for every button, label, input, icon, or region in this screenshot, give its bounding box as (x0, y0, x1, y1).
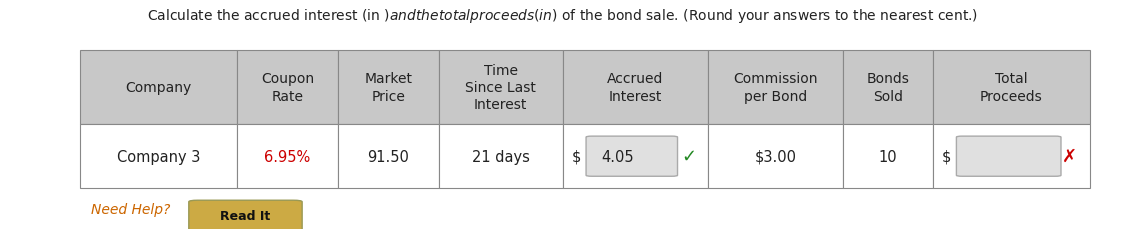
Text: Calculate the accrued interest (in $) and the total proceeds (in $) of the bond : Calculate the accrued interest (in $) an… (147, 7, 978, 25)
FancyBboxPatch shape (237, 51, 338, 125)
FancyBboxPatch shape (586, 136, 677, 177)
Text: $: $ (942, 149, 951, 164)
Text: 21 days: 21 days (471, 149, 530, 164)
FancyBboxPatch shape (562, 51, 709, 125)
Text: 4.05: 4.05 (601, 149, 633, 164)
FancyBboxPatch shape (843, 51, 933, 125)
FancyBboxPatch shape (80, 51, 237, 125)
Text: $: $ (572, 149, 580, 164)
FancyBboxPatch shape (843, 125, 933, 188)
Text: Time
Since Last
Interest: Time Since Last Interest (466, 63, 537, 112)
Text: Total
Proceeds: Total Proceeds (980, 72, 1043, 103)
Text: Market
Price: Market Price (364, 72, 413, 103)
FancyBboxPatch shape (80, 125, 237, 188)
Text: Need Help?: Need Help? (91, 202, 171, 216)
Text: Company: Company (125, 81, 191, 95)
Text: 91.50: 91.50 (368, 149, 410, 164)
FancyBboxPatch shape (338, 125, 439, 188)
FancyBboxPatch shape (709, 51, 843, 125)
FancyBboxPatch shape (189, 200, 303, 229)
Text: Accrued
Interest: Accrued Interest (608, 72, 664, 103)
FancyBboxPatch shape (933, 51, 1090, 125)
FancyBboxPatch shape (956, 136, 1061, 177)
FancyBboxPatch shape (439, 125, 562, 188)
Text: Read It: Read It (220, 209, 271, 222)
Text: Coupon
Rate: Coupon Rate (261, 72, 314, 103)
Text: Commission
per Bond: Commission per Bond (734, 72, 818, 103)
FancyBboxPatch shape (237, 125, 338, 188)
Text: ✗: ✗ (1062, 147, 1078, 166)
Text: Bonds
Sold: Bonds Sold (866, 72, 909, 103)
FancyBboxPatch shape (709, 125, 843, 188)
FancyBboxPatch shape (562, 125, 709, 188)
FancyBboxPatch shape (338, 51, 439, 125)
FancyBboxPatch shape (933, 125, 1090, 188)
Text: Company 3: Company 3 (117, 149, 200, 164)
Text: $3.00: $3.00 (755, 149, 796, 164)
Text: ✓: ✓ (681, 147, 696, 166)
FancyBboxPatch shape (439, 51, 562, 125)
Text: 10: 10 (879, 149, 898, 164)
Text: 6.95%: 6.95% (264, 149, 311, 164)
